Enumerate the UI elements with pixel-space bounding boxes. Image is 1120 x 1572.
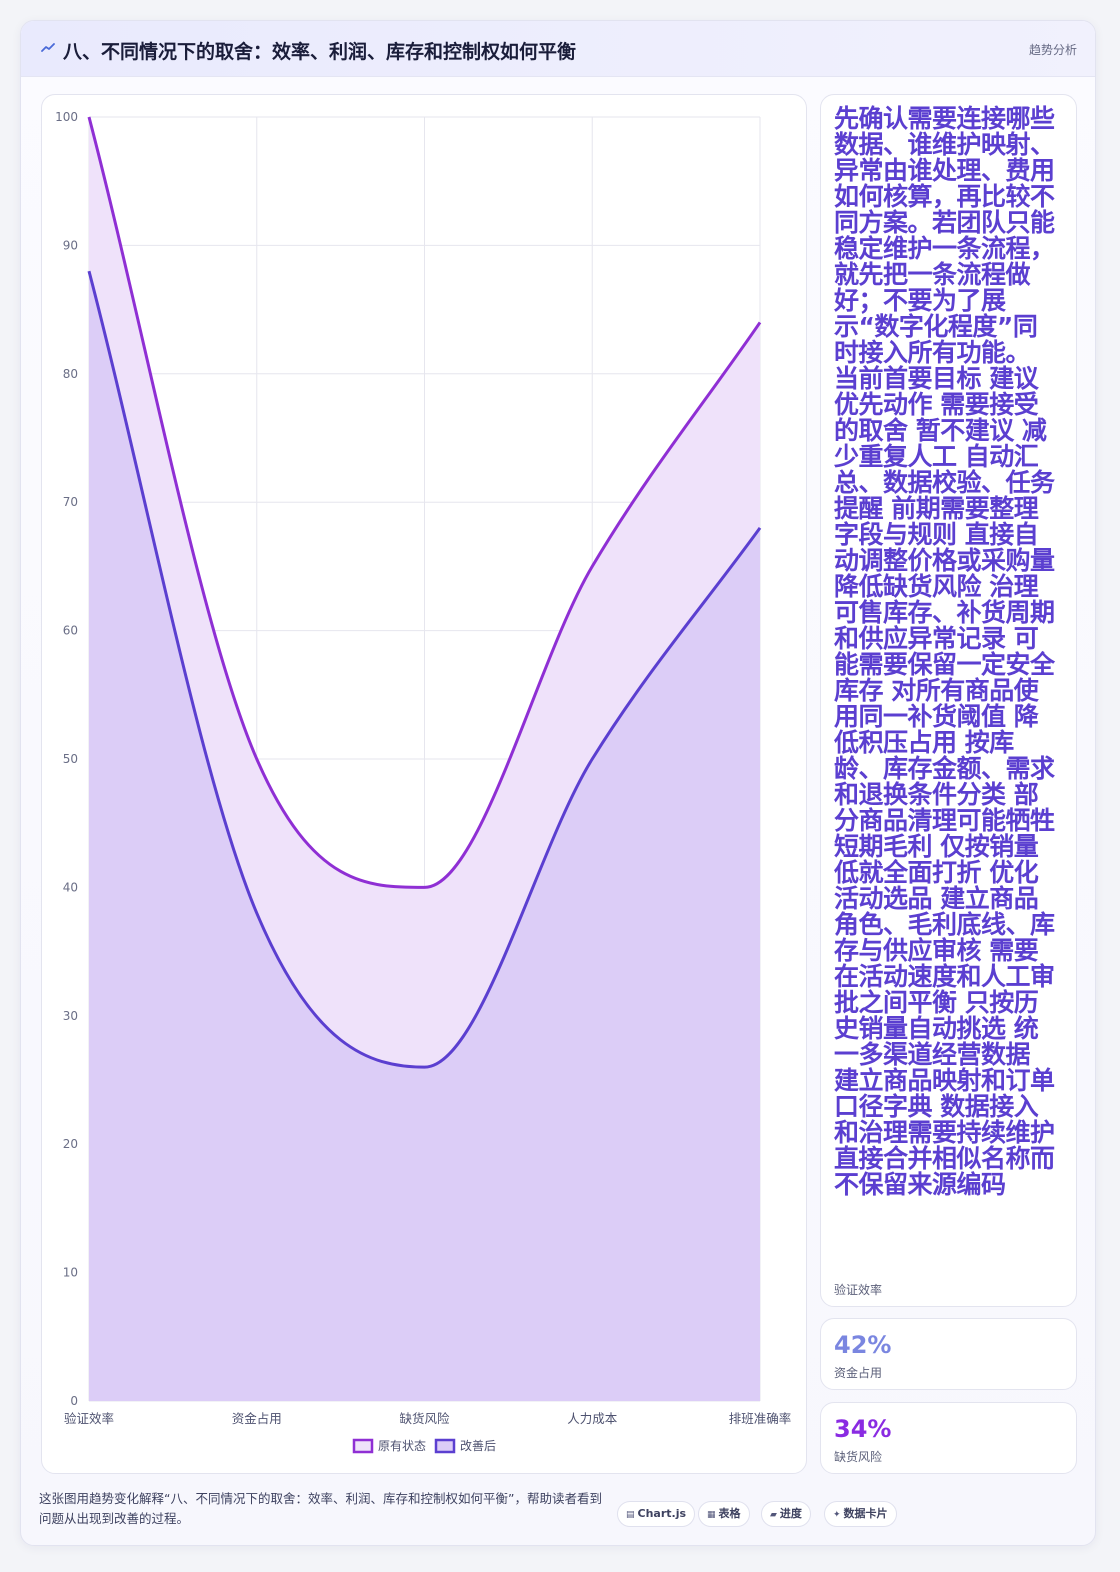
summary-text: 先确认需要连接哪些数据、谁维护映射、异常由谁处理、费用如何核算，再比较不同方案。… (834, 104, 1055, 1199)
stat-label: 资金占用 (834, 1366, 883, 1380)
chip-label: 数据卡片 (843, 1507, 888, 1520)
stat-card-stockout: 34% 缺货风险 (820, 1402, 1077, 1474)
chip-cards[interactable]: ✦ 数据卡片 (824, 1501, 897, 1527)
y-tick-label: 50 (63, 752, 78, 766)
trend-icon (41, 43, 55, 52)
x-tick-label: 人力成本 (567, 1411, 618, 1426)
page-card: 八、不同情况下的取舍：效率、利润、库存和控制权如何平衡 趋势分析 0 10 20 30… (20, 20, 1096, 1546)
stat-value: 34% (834, 1415, 892, 1443)
header-tag: 趋势分析 (1028, 43, 1077, 57)
area-chart: 0 10 20 30 40 50 60 70 80 90 100 验证效率 资金占用 缺货风险 人力成本 排班… (55, 110, 792, 1454)
chip-label: 进度 (779, 1507, 802, 1520)
chart-description: 这张图用趋势变化解释“八、不同情况下的取舍：效率、利润、库存和控制权如何平衡”，… (39, 1491, 602, 1526)
legend-swatch-improved (434, 1438, 456, 1454)
series-area-improved (89, 271, 760, 1401)
y-tick-label: 0 (70, 1394, 78, 1408)
y-tick-label: 100 (55, 110, 78, 124)
y-tick-label: 40 (63, 880, 78, 894)
chip-label: Chart.js (637, 1507, 687, 1520)
header: 八、不同情况下的取舍：效率、利润、库存和控制权如何平衡 趋势分析 (21, 21, 1095, 77)
stat-value: 42% (834, 1331, 892, 1359)
chart-panel: 0 10 20 30 40 50 60 70 80 90 100 验证效率 资金占用 缺货风险 人力成本 排班… (41, 94, 807, 1474)
y-tick-label: 30 (63, 1009, 78, 1023)
chip-table[interactable]: ▦ 表格 (698, 1501, 750, 1527)
series-line-original (87, 116, 762, 889)
summary-label: 验证效率 (834, 1283, 883, 1297)
y-tick-label: 10 (63, 1266, 78, 1280)
cards-icon: ✦ (833, 1510, 841, 1520)
x-tick-label: 排班准确率 (729, 1411, 792, 1426)
chip-progress[interactable]: ▰ 进度 (761, 1501, 811, 1527)
y-tick-label: 90 (63, 238, 78, 252)
x-tick-label: 缺货风险 (399, 1411, 450, 1426)
y-tick-label: 60 (63, 624, 78, 638)
y-tick-label: 80 (63, 367, 78, 381)
y-tick-label: 70 (63, 495, 78, 509)
summary-card: 先确认需要连接哪些数据、谁维护映射、异常由谁处理、费用如何核算，再比较不同方案。… (820, 94, 1077, 1307)
legend-swatch-original (352, 1438, 374, 1454)
chart-icon: ▤ (626, 1510, 635, 1520)
series-line-improved (87, 270, 762, 1069)
table-icon: ▦ (707, 1510, 716, 1520)
x-tick-label: 资金占用 (232, 1411, 282, 1426)
progress-icon: ▰ (770, 1510, 777, 1520)
page-title: 八、不同情况下的取舍：效率、利润、库存和控制权如何平衡 (63, 41, 577, 63)
x-tick-label: 验证效率 (64, 1411, 114, 1426)
legend-label-improved[interactable]: 改善后 (460, 1438, 496, 1453)
chip-label: 表格 (718, 1507, 741, 1520)
y-tick-label: 20 (63, 1137, 78, 1151)
chip-chartjs[interactable]: ▤ Chart.js (617, 1501, 696, 1527)
legend-label-original[interactable]: 原有状态 (378, 1439, 426, 1453)
stat-card-capital: 42% 资金占用 (820, 1318, 1077, 1390)
stat-label: 缺货风险 (834, 1450, 883, 1464)
